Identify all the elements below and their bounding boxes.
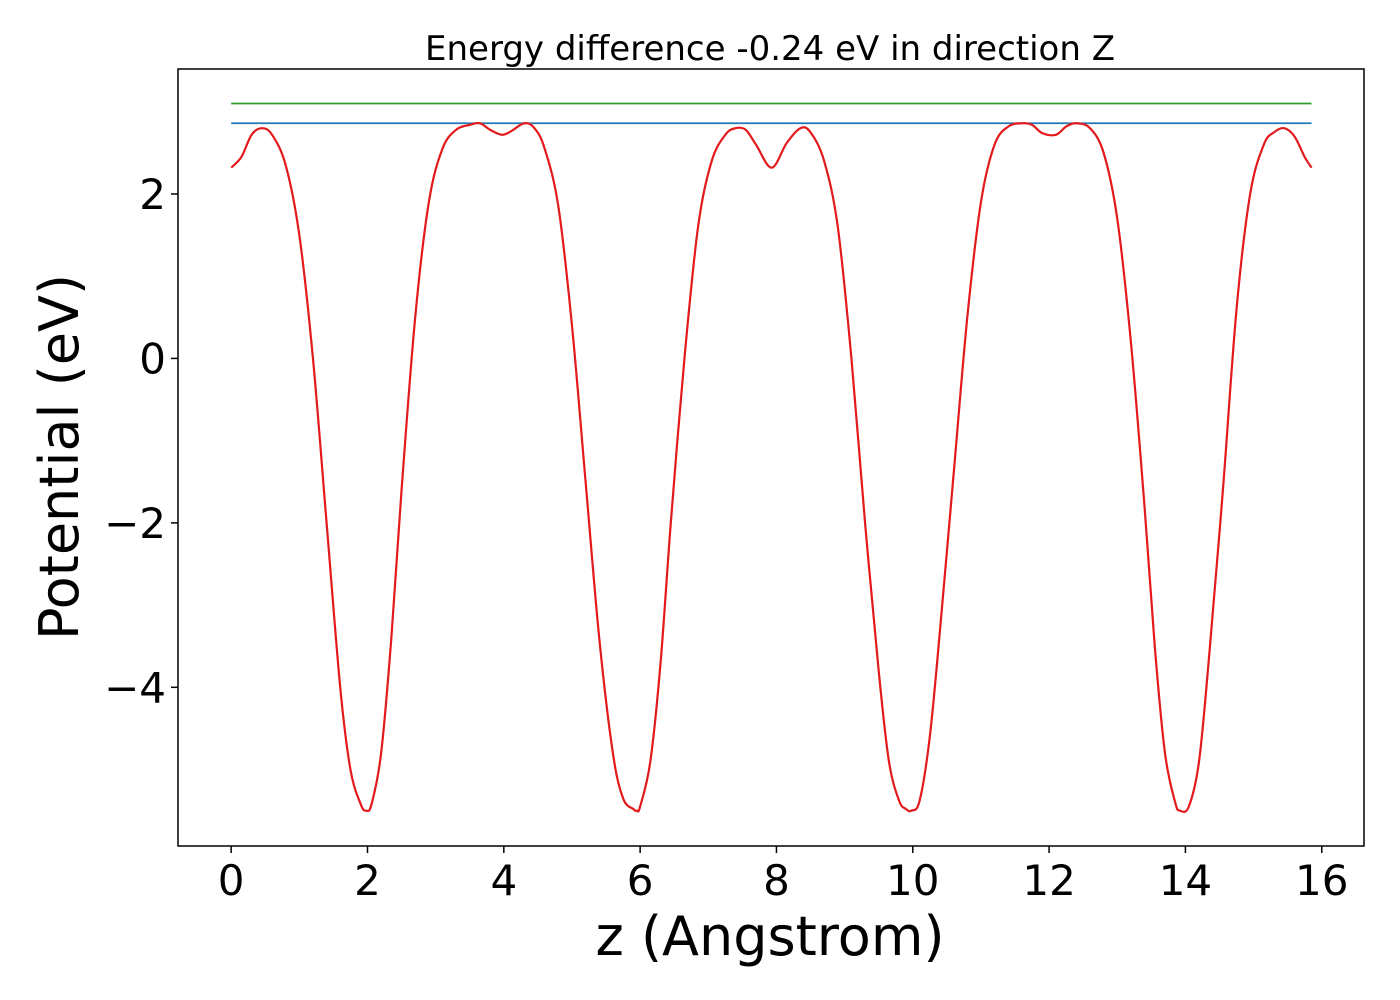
potential-curve [230,121,1313,814]
series-layer [230,102,1313,814]
x-tick-label: 12 [1022,856,1075,905]
chart-title: Energy difference -0.24 eV in direction … [425,29,1115,69]
x-tick-label: 8 [763,856,790,905]
x-tick-label: 16 [1295,856,1348,905]
plot-frame [177,68,1365,847]
x-tick-label: 6 [627,856,654,905]
y-tick-label: 2 [139,170,166,219]
y-tick-label: −4 [104,663,166,712]
x-tick-label: 14 [1159,856,1212,905]
x-axis-ticks: 0 2 4 6 8 10 12 14 16 [218,846,1348,905]
x-tick-label: 2 [354,856,381,905]
y-axis-ticks: −4 −2 0 2 [104,170,178,712]
y-tick-label: −2 [104,499,166,548]
x-tick-label: 4 [490,856,517,905]
x-axis-label: z (Angstrom) [595,905,944,968]
x-tick-label: 10 [886,856,939,905]
y-tick-label: 0 [139,334,166,383]
x-tick-label: 0 [218,856,245,905]
y-axis-label: Potential (eV) [28,274,91,640]
